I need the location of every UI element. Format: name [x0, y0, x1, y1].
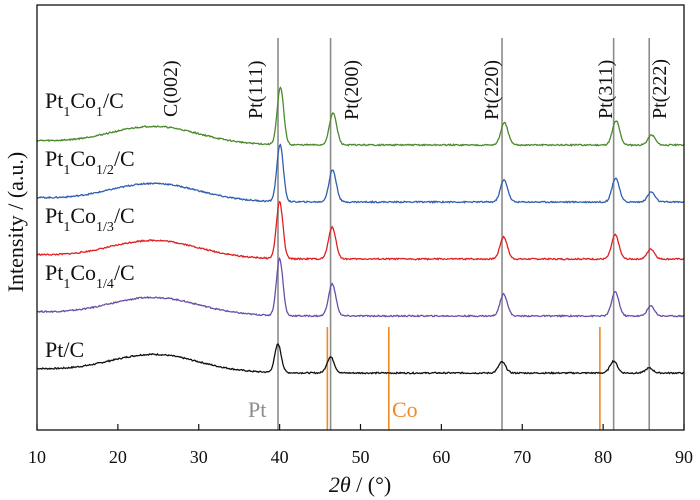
x-tick-label: 60: [432, 447, 450, 467]
reference-lines: [277, 38, 651, 430]
peak-labels: C(002) Pt(111) Pt(200) Pt(220) Pt(311) Pt(222…: [160, 59, 671, 120]
series-label: Pt1Co1/4/C: [45, 260, 135, 292]
series-line: [36, 143, 685, 204]
x-axis-title: 2θ / (°): [329, 472, 391, 497]
peak-label: Pt(111): [245, 60, 267, 119]
series-label: Pt1Co1/3/C: [45, 203, 135, 235]
series-line: [36, 86, 685, 147]
series-line: [36, 200, 685, 261]
x-tick-label: 80: [594, 447, 612, 467]
series-labels: Pt1Co1/C Pt1Co1/2/C Pt1Co1/3/C Pt1Co1/4/C Pt…: [45, 88, 135, 362]
x-tick-label: 90: [675, 447, 693, 467]
x-tick-label: 30: [190, 447, 208, 467]
peak-label: Pt(220): [481, 60, 503, 120]
x-axis-ticks: 10 20 30 40 50 60 70 80 90: [28, 424, 693, 467]
peak-label: Pt(200): [341, 60, 363, 120]
x-axis-title-symbol: 2θ: [329, 472, 351, 497]
x-tick-label: 40: [271, 447, 289, 467]
x-tick-label: 10: [28, 447, 46, 467]
y-axis-title: Intensity / (a.u.): [3, 152, 28, 293]
pt-reference-label: Pt: [248, 397, 266, 422]
x-tick-label: 20: [109, 447, 127, 467]
x-tick-label: 50: [352, 447, 370, 467]
series-label: Pt1Co1/C: [45, 88, 124, 120]
co-reference-label: Co: [392, 397, 418, 422]
series-label: Pt1Co1/2/C: [45, 146, 135, 178]
x-axis-title-unit: / (°): [351, 472, 392, 497]
peak-label: Pt(311): [595, 60, 617, 119]
x-tick-label: 70: [513, 447, 531, 467]
diffraction-curves: [36, 86, 685, 375]
peak-label: C(002): [160, 60, 182, 117]
peak-label: Pt(222): [649, 59, 671, 119]
series-line: [36, 256, 685, 318]
series-line: [36, 343, 685, 375]
series-label: Pt/C: [45, 337, 84, 362]
